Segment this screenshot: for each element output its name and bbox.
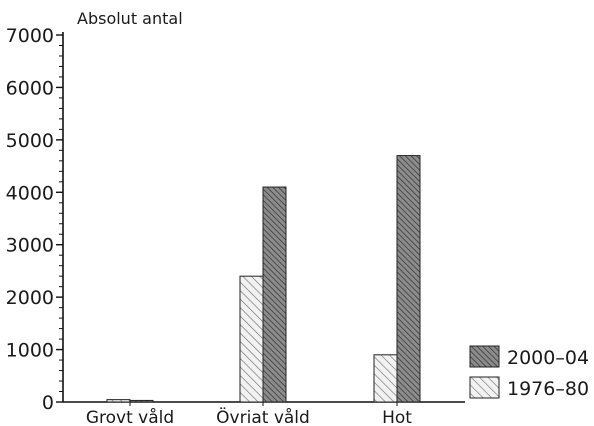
y-tick-label: 3000	[6, 235, 54, 257]
legend-swatch	[469, 345, 500, 368]
bar-series1	[106, 399, 131, 403]
bar-series1	[373, 354, 398, 403]
bars	[106, 155, 421, 403]
y-tick-label: 5000	[6, 130, 54, 152]
bar-series2	[396, 155, 421, 403]
y-tick-label: 2000	[6, 287, 54, 309]
y-tick-label: 4000	[6, 182, 54, 204]
bar-series1	[239, 275, 264, 403]
axes: 0 1000 2000 3000 4000 5000 6000 7000	[6, 25, 465, 414]
legend-label: 1976–80	[507, 378, 589, 400]
y-axis-title: Absolut antal	[77, 9, 183, 28]
legend-swatch	[469, 376, 500, 399]
y-tick-label: 1000	[6, 340, 54, 362]
x-tick-label: Grovt våld	[86, 407, 174, 426]
bar-series2	[129, 399, 154, 403]
legend: 2000–04 1976–80	[469, 345, 589, 400]
category-labels: Grovt våld Övriat våld Hot	[86, 406, 412, 426]
x-tick-label: Övriat våld	[216, 406, 310, 426]
y-tick-label: 0	[42, 392, 54, 414]
bar-series2	[262, 186, 287, 403]
y-tick-label: 6000	[6, 77, 54, 99]
y-tick-label: 7000	[6, 25, 54, 47]
x-tick-label: Hot	[382, 408, 412, 426]
legend-label: 2000–04	[507, 347, 589, 369]
